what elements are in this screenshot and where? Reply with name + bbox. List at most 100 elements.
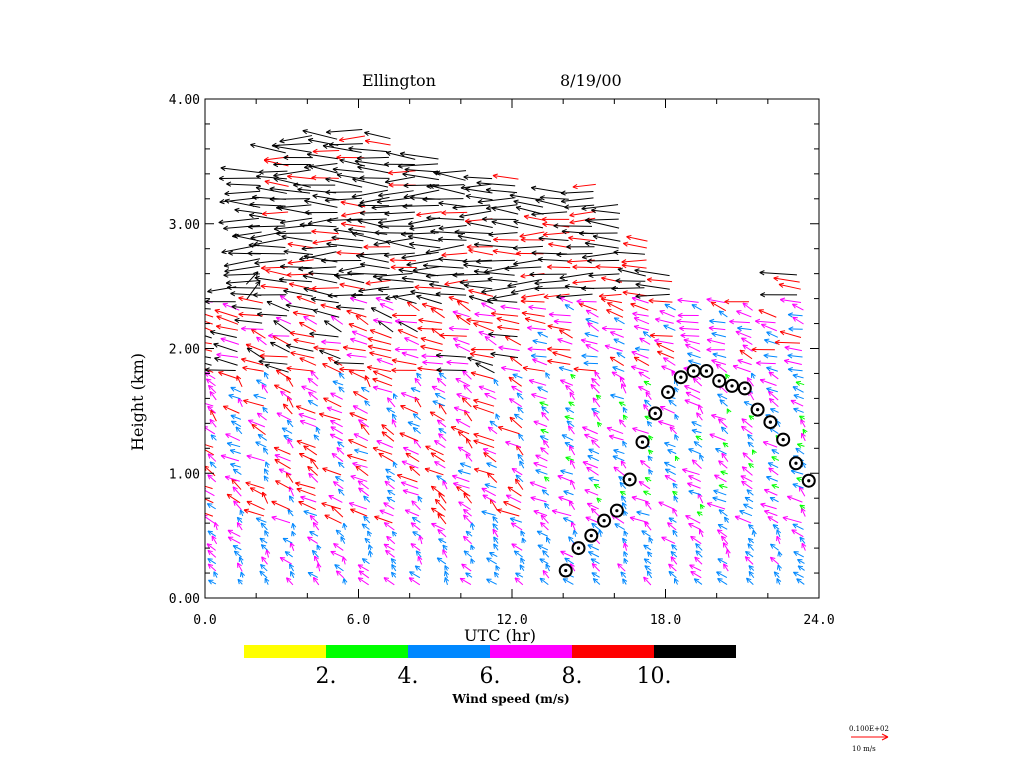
wind-vector bbox=[514, 478, 524, 490]
wind-vector bbox=[407, 421, 420, 427]
wind-vector bbox=[493, 571, 500, 578]
wind-vector bbox=[766, 331, 779, 338]
wind-vector bbox=[539, 195, 569, 201]
wind-vector bbox=[279, 556, 292, 565]
wind-vector bbox=[206, 543, 216, 551]
wind-vector bbox=[339, 282, 366, 290]
wind-vector bbox=[259, 537, 268, 544]
wind-vector bbox=[376, 439, 394, 448]
wind-vector bbox=[401, 460, 419, 469]
wind-vector bbox=[581, 204, 619, 211]
wind-vector bbox=[581, 353, 598, 359]
wind-vector bbox=[741, 466, 753, 476]
wind-vector bbox=[535, 198, 568, 209]
wind-vector bbox=[232, 468, 242, 475]
wind-vector bbox=[420, 336, 443, 345]
wind-vector bbox=[764, 338, 778, 345]
wind-vector bbox=[430, 307, 445, 319]
wind-vector bbox=[741, 480, 753, 490]
wind-vector bbox=[523, 214, 546, 221]
wind-vector bbox=[274, 454, 291, 462]
wind-vector bbox=[257, 433, 268, 441]
wind-vector bbox=[481, 510, 496, 516]
wind-vector bbox=[715, 363, 728, 373]
wind-vector bbox=[320, 303, 341, 311]
wind-vector bbox=[717, 393, 728, 400]
wind-vector bbox=[490, 351, 519, 359]
wind-vector bbox=[384, 480, 395, 490]
wind-vector bbox=[470, 558, 476, 564]
wind-vector bbox=[743, 401, 754, 407]
chart-title-date: 8/19/00 bbox=[560, 71, 622, 90]
wind-vector bbox=[400, 481, 419, 489]
wind-vector bbox=[333, 227, 364, 235]
wind-vector bbox=[207, 549, 217, 558]
wind-vector bbox=[748, 415, 755, 421]
wind-vector bbox=[760, 502, 777, 510]
wind-vector bbox=[667, 449, 677, 455]
wind-vector bbox=[572, 529, 578, 537]
wind-vector bbox=[606, 309, 624, 318]
colorbar-tick-labels: 2. 4. 6. 8. 10. bbox=[316, 664, 672, 689]
wind-vector bbox=[335, 529, 345, 538]
wind-vector bbox=[293, 337, 315, 345]
wind-vector bbox=[326, 241, 363, 249]
wind-vector bbox=[642, 331, 652, 338]
wind-vector bbox=[541, 216, 570, 223]
wind-vector bbox=[328, 494, 343, 503]
wind-vector bbox=[279, 294, 292, 305]
wind-vector bbox=[469, 522, 476, 531]
wind-vector bbox=[359, 262, 390, 270]
wind-vector bbox=[486, 578, 497, 585]
wind-vector bbox=[473, 269, 515, 276]
wind-vector bbox=[322, 143, 362, 153]
wind-vector bbox=[363, 495, 371, 503]
mixing-height-marker bbox=[776, 432, 791, 447]
wind-vector bbox=[399, 432, 419, 442]
wind-vector bbox=[505, 494, 522, 503]
wind-vector bbox=[369, 329, 392, 339]
wind-vector bbox=[768, 371, 779, 380]
wind-vector bbox=[717, 558, 728, 565]
wind-vector bbox=[292, 310, 315, 317]
wind-vector bbox=[295, 481, 316, 489]
wind-vector bbox=[205, 320, 213, 325]
wind-vector bbox=[373, 237, 413, 247]
wind-vector bbox=[644, 399, 652, 407]
wind-vector bbox=[337, 441, 345, 448]
wind-vector bbox=[622, 440, 628, 448]
wind-vector bbox=[303, 510, 318, 516]
wind-vector bbox=[746, 577, 754, 586]
wind-vector bbox=[264, 179, 289, 187]
wind-vector bbox=[564, 304, 575, 311]
wind-vector bbox=[584, 241, 619, 249]
wind-vector bbox=[641, 530, 651, 537]
wind-vector bbox=[688, 448, 702, 455]
wind-vector bbox=[435, 352, 467, 359]
wind-vector bbox=[269, 196, 311, 202]
wind-vector bbox=[259, 353, 288, 359]
wind-vector bbox=[322, 363, 342, 373]
wind-vector bbox=[334, 564, 344, 572]
wind-vector bbox=[234, 207, 263, 214]
wind-vector bbox=[276, 204, 312, 211]
wind-vector bbox=[493, 543, 499, 551]
colorbar-segment bbox=[408, 645, 490, 658]
wind-vector bbox=[579, 230, 618, 237]
wind-vector bbox=[247, 419, 266, 428]
wind-vector bbox=[607, 302, 624, 311]
wind-vector bbox=[331, 452, 344, 462]
wind-vector bbox=[747, 441, 754, 448]
wind-vector bbox=[763, 353, 778, 359]
wind-vector bbox=[283, 435, 293, 441]
wind-vector bbox=[594, 371, 601, 380]
wind-vector bbox=[408, 217, 441, 226]
wind-vector bbox=[391, 312, 417, 318]
wind-vector bbox=[338, 135, 365, 143]
wind-vector bbox=[205, 348, 213, 352]
wind-vector bbox=[760, 323, 777, 332]
wind-vector bbox=[656, 343, 675, 353]
wind-vector bbox=[722, 542, 729, 552]
wind-vector bbox=[216, 315, 239, 325]
wind-vector bbox=[390, 558, 397, 565]
